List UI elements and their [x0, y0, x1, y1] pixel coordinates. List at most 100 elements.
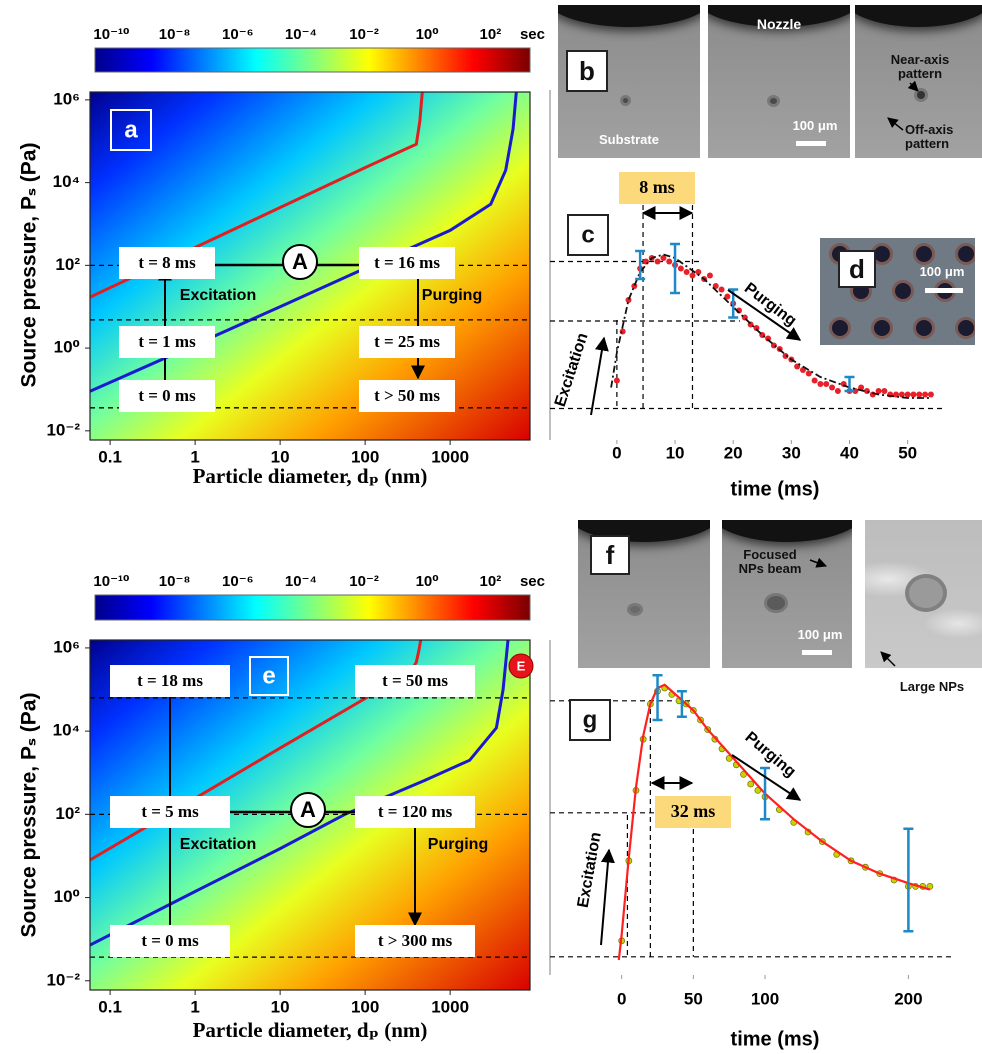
x-tick-label: 0: [612, 443, 621, 462]
data-point: [719, 287, 725, 293]
data-point: [689, 273, 695, 279]
annotation: Excitation: [575, 831, 605, 909]
annotation: 32 ms: [671, 801, 716, 821]
x-tick-label: 0.1: [98, 447, 122, 466]
pattern-dot: [874, 320, 890, 336]
colorbar-tick-label: 10⁻⁸: [159, 573, 191, 590]
colorbar-unit: sec: [520, 573, 545, 590]
y-tick-label: 10⁴: [53, 172, 80, 191]
x-tick-label: 0: [617, 989, 626, 1008]
annotation: A: [292, 249, 308, 274]
pattern-dot: [832, 320, 848, 336]
photo-arrows: [855, 5, 982, 158]
colorbar-unit: sec: [520, 26, 545, 43]
y-tick-label: 10⁴: [53, 721, 80, 740]
colorbar-tick-label: 10⁻⁶: [222, 26, 254, 43]
y-tick-label: 10⁶: [53, 637, 80, 656]
annotation: t = 0 ms: [138, 386, 196, 405]
x-tick-label: 100: [751, 989, 779, 1008]
pattern-dot: [916, 246, 932, 262]
data-point: [707, 273, 713, 279]
data-point: [899, 392, 905, 398]
x-tick-label: 0.1: [98, 997, 122, 1016]
photo-text: Substrate: [558, 133, 700, 147]
error-bar: [903, 829, 913, 931]
annotation: t = 5 ms: [141, 802, 199, 821]
annotation: t = 18 ms: [137, 671, 203, 690]
annotation: 8 ms: [639, 177, 675, 197]
y-tick-label: 10²: [55, 255, 80, 274]
error-bar: [635, 251, 645, 279]
annotation: Excitation: [180, 836, 256, 853]
photo: Focused NPs beam 100 μm: [722, 520, 852, 668]
data-point: [823, 381, 829, 387]
data-point: [905, 392, 911, 398]
y-axis-title: Source pressure, Pₛ (Pa): [18, 693, 41, 938]
pattern-dot: [623, 98, 628, 103]
x-tick-label: 1000: [431, 997, 469, 1016]
x-axis-title: time (ms): [731, 1028, 820, 1050]
arrow: [591, 338, 604, 415]
data-point: [916, 392, 922, 398]
annotation: t = 16 ms: [374, 253, 440, 272]
annotation: t = 8 ms: [138, 253, 196, 272]
x-tick-label: 1: [190, 997, 199, 1016]
colorbar-tick-label: 10⁻¹⁰: [93, 26, 129, 43]
data-point: [928, 392, 934, 398]
pattern-dot: [874, 246, 890, 262]
data-point: [829, 385, 835, 391]
data-point: [922, 392, 928, 398]
annotation: t > 300 ms: [378, 931, 453, 950]
annotation: Purging: [742, 729, 799, 781]
x-tick-label: 20: [724, 443, 743, 462]
panel-label: f: [590, 535, 630, 575]
annotation: t = 120 ms: [378, 802, 453, 821]
annotation: Excitation: [180, 287, 256, 304]
colorbar-tick-label: 10⁻⁴: [285, 26, 317, 43]
arrow: [888, 118, 903, 130]
colorbar-tick-label: 10⁻²: [349, 26, 379, 43]
badge-label: E: [517, 658, 526, 673]
y-axis-title: Source pressure, Pₛ (Pa): [18, 143, 41, 388]
colorbar-tick-label: 10⁻¹⁰: [93, 573, 129, 590]
y-tick-label: 10²: [55, 804, 80, 823]
colorbar-tick-label: 10⁰: [416, 573, 439, 590]
y-tick-label: 10⁻²: [46, 420, 80, 439]
colorbar-tick-label: 10²: [480, 26, 502, 43]
x-tick-label: 40: [840, 443, 859, 462]
data-point: [835, 388, 841, 394]
x-axis-title: Particle diameter, dₚ (nm): [193, 1018, 428, 1042]
panel-label: b: [566, 50, 608, 92]
arrow: [910, 83, 918, 91]
photo-text: Nozzle: [708, 17, 850, 31]
photo-text: 100 μm: [780, 119, 850, 133]
panel-label: a: [124, 116, 138, 143]
data-point: [817, 381, 823, 387]
photo: [865, 520, 982, 668]
x-axis-title: Particle diameter, dₚ (nm): [193, 464, 428, 488]
colorbar-tick-label: 10⁰: [416, 26, 439, 43]
panel-label: e: [262, 662, 275, 689]
annotation: t = 1 ms: [138, 332, 196, 351]
data-point: [655, 259, 661, 265]
photo-text: Large NPs: [882, 680, 982, 694]
pattern-dot: [895, 283, 911, 299]
annotation: t > 50 ms: [374, 386, 440, 405]
colorbar: [95, 595, 530, 620]
x-tick-label: 30: [782, 443, 801, 462]
colorbar-tick-label: 10²: [480, 573, 502, 590]
photo: Nozzle 100 μm: [708, 5, 850, 158]
scale-bar: [796, 141, 826, 146]
data-point: [666, 259, 672, 265]
pattern-dot: [916, 320, 932, 336]
x-tick-label: 50: [898, 443, 917, 462]
pattern-dot: [958, 320, 974, 336]
panel-label: d: [838, 250, 876, 288]
data-point: [910, 392, 916, 398]
data-point: [748, 781, 754, 787]
pattern-dot: [958, 246, 974, 262]
y-tick-label: 10⁶: [53, 89, 80, 108]
panel-label: g: [583, 706, 598, 733]
panel-label: c: [581, 221, 594, 248]
arrow: [810, 560, 826, 566]
